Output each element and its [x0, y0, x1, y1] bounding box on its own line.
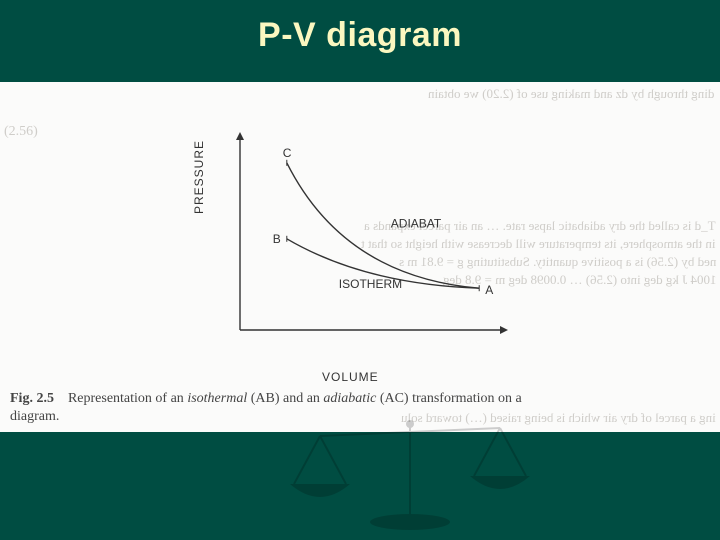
pv-chart: C B A ADIABAT ISOTHERM — [210, 130, 510, 360]
caption-fig-no: Fig. 2.5 — [10, 391, 54, 406]
svg-text:C: C — [283, 146, 292, 160]
caption-tail: diagram. — [10, 409, 59, 424]
caption-mid: and an — [283, 391, 320, 406]
caption-after: transformation on a — [412, 391, 522, 406]
ghost-line-1: ding through by dz and making use of (2.… — [428, 86, 714, 102]
caption-isothermal: isothermal — [187, 391, 247, 406]
caption-adiabatic: adiabatic — [323, 391, 376, 406]
ghost-eq-ref: (2.56) — [4, 124, 38, 140]
caption-part-1: Representation of an — [68, 391, 184, 406]
slide: P-V diagram ding through by dz and makin… — [0, 0, 720, 540]
svg-text:ISOTHERM: ISOTHERM — [339, 277, 402, 291]
page-title: P-V diagram — [0, 16, 720, 55]
caption-iso-ref: (AB) — [251, 391, 280, 406]
svg-text:B: B — [273, 232, 281, 246]
caption-adia-ref: (AC) — [380, 391, 409, 406]
scales-watermark-icon — [260, 414, 560, 534]
figure-caption: Fig. 2.5 Representation of an isothermal… — [10, 390, 706, 425]
pv-chart-svg: C B A ADIABAT ISOTHERM — [210, 130, 510, 360]
svg-text:ADIABAT: ADIABAT — [391, 216, 442, 230]
x-axis-label: VOLUME — [322, 370, 379, 384]
svg-text:A: A — [485, 283, 493, 297]
figure-panel: ding through by dz and making use of (2.… — [0, 82, 720, 432]
y-axis-label: PRESSURE — [192, 140, 206, 214]
